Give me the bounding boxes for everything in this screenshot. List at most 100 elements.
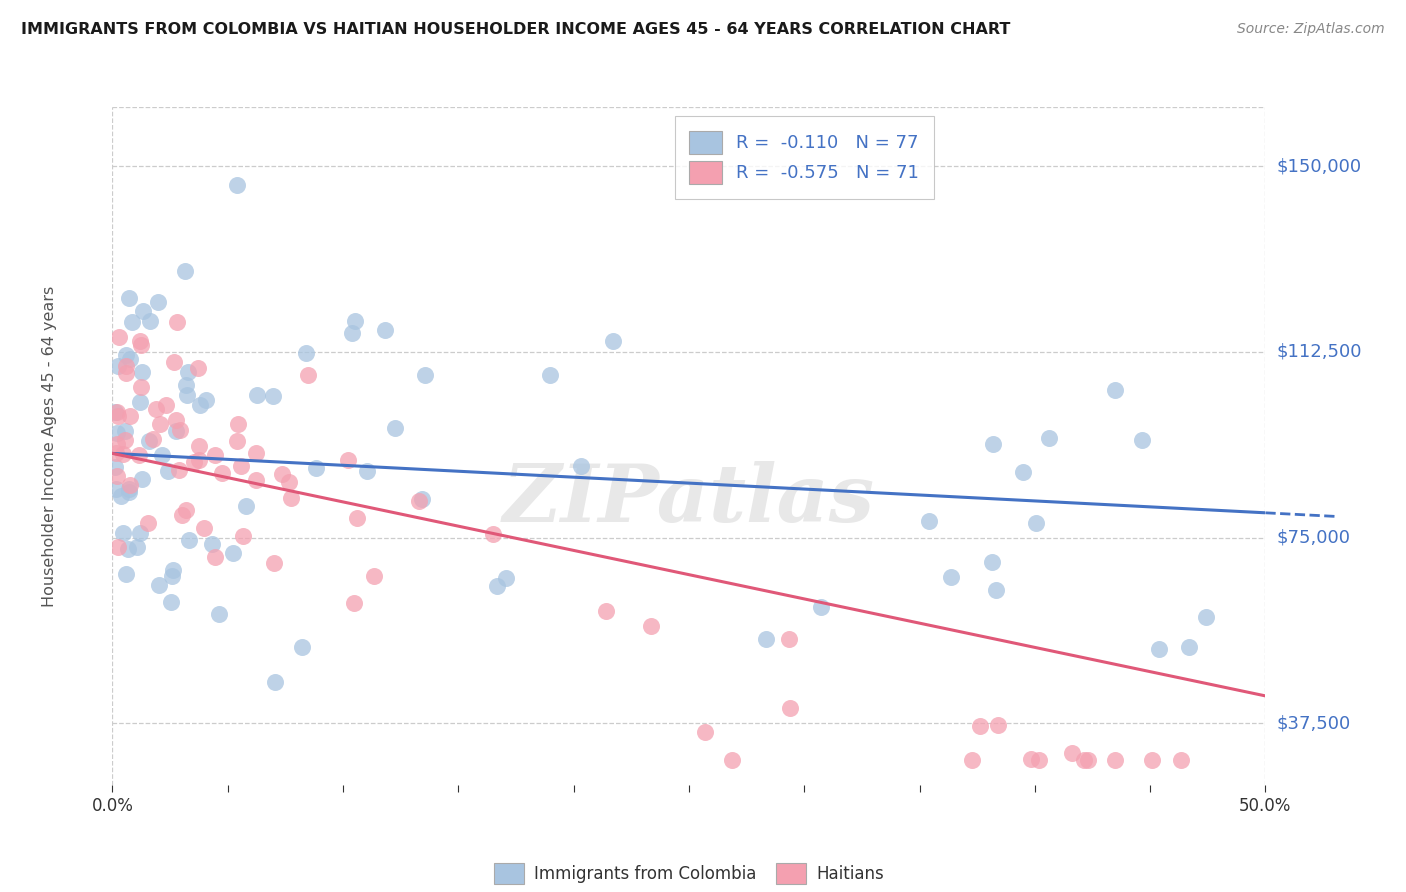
Point xyxy=(105,469,128,483)
Point xyxy=(231,458,253,473)
Point xyxy=(408,494,430,508)
Point xyxy=(118,482,141,496)
Point xyxy=(177,365,200,379)
Point xyxy=(156,464,179,478)
Point xyxy=(960,753,983,767)
Point xyxy=(1073,753,1095,767)
Point xyxy=(105,426,128,441)
Point xyxy=(110,489,132,503)
Point xyxy=(118,485,141,500)
Point xyxy=(108,329,131,343)
Point xyxy=(1195,610,1218,624)
Point xyxy=(263,556,285,570)
Point xyxy=(125,540,148,554)
Point xyxy=(245,446,267,460)
Point xyxy=(111,447,134,461)
Point xyxy=(343,596,366,610)
Point xyxy=(159,595,181,609)
Point xyxy=(148,577,170,591)
Point xyxy=(193,521,215,535)
Point xyxy=(104,460,127,475)
Point xyxy=(1062,746,1084,760)
Point xyxy=(120,478,142,492)
Point xyxy=(160,569,183,583)
Point xyxy=(142,432,165,446)
Point xyxy=(177,533,200,547)
Point xyxy=(170,508,193,522)
Point xyxy=(280,491,302,505)
Text: $75,000: $75,000 xyxy=(1277,529,1351,547)
Point xyxy=(166,315,188,329)
Point xyxy=(115,348,138,362)
Point xyxy=(188,439,211,453)
Point xyxy=(211,466,233,480)
Point xyxy=(1178,640,1201,654)
Point xyxy=(1012,465,1035,479)
Point xyxy=(117,542,139,557)
Point xyxy=(384,421,406,435)
Point xyxy=(174,263,197,277)
Point xyxy=(121,315,143,329)
Point xyxy=(939,570,962,584)
Point xyxy=(187,453,209,467)
Point xyxy=(104,405,127,419)
Point xyxy=(174,502,197,516)
Point xyxy=(363,569,385,583)
Text: $37,500: $37,500 xyxy=(1277,714,1351,732)
Point xyxy=(232,529,254,543)
Point xyxy=(129,380,152,394)
Point xyxy=(222,546,245,560)
Point xyxy=(128,448,150,462)
Point xyxy=(640,619,662,633)
Point xyxy=(131,473,153,487)
Point xyxy=(169,423,191,437)
Point xyxy=(346,511,368,525)
Point xyxy=(146,295,169,310)
Point xyxy=(693,725,716,739)
Point xyxy=(118,292,141,306)
Point xyxy=(204,550,226,565)
Point xyxy=(304,460,326,475)
Point xyxy=(131,365,153,379)
Point xyxy=(162,355,184,369)
Point xyxy=(1025,516,1047,530)
Point xyxy=(226,434,249,448)
Point xyxy=(356,463,378,477)
Point xyxy=(495,571,517,585)
Point xyxy=(120,351,142,366)
Point xyxy=(755,632,778,647)
Point xyxy=(336,453,359,467)
Point xyxy=(115,359,138,374)
Point xyxy=(165,424,187,438)
Text: Source: ZipAtlas.com: Source: ZipAtlas.com xyxy=(1237,22,1385,37)
Point xyxy=(131,304,153,318)
Point xyxy=(111,526,134,541)
Point xyxy=(129,525,152,540)
Point xyxy=(1170,753,1192,767)
Point xyxy=(150,448,173,462)
Point xyxy=(194,393,217,408)
Point xyxy=(115,567,138,582)
Point xyxy=(246,387,269,401)
Point xyxy=(165,412,187,426)
Text: Householder Income Ages 45 - 64 years: Householder Income Ages 45 - 64 years xyxy=(42,285,56,607)
Point xyxy=(188,398,211,412)
Point xyxy=(295,345,318,359)
Point xyxy=(595,604,617,618)
Point xyxy=(107,409,129,423)
Point xyxy=(114,433,136,447)
Point xyxy=(187,361,209,376)
Point xyxy=(1076,753,1098,767)
Point xyxy=(1038,431,1060,445)
Point xyxy=(107,540,129,554)
Point xyxy=(129,334,152,348)
Point xyxy=(129,338,152,352)
Point xyxy=(226,417,249,431)
Point xyxy=(413,368,436,382)
Point xyxy=(167,463,190,477)
Point xyxy=(139,313,162,327)
Point xyxy=(262,389,284,403)
Point xyxy=(1130,434,1153,448)
Point xyxy=(969,719,991,733)
Point xyxy=(104,446,127,460)
